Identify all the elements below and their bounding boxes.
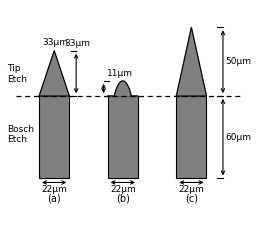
Bar xyxy=(176,96,206,178)
Text: 22μm: 22μm xyxy=(110,185,136,194)
Text: 22μm: 22μm xyxy=(179,185,204,194)
Text: Bosch
Etch: Bosch Etch xyxy=(8,125,35,144)
Text: 22μm: 22μm xyxy=(41,185,67,194)
Polygon shape xyxy=(39,51,69,96)
Bar xyxy=(39,96,69,178)
Text: (a): (a) xyxy=(47,194,61,203)
Text: 33μm: 33μm xyxy=(64,39,90,48)
Text: (c): (c) xyxy=(185,194,198,203)
Text: Tip
Etch: Tip Etch xyxy=(8,64,28,84)
Text: 60μm: 60μm xyxy=(226,133,252,142)
Polygon shape xyxy=(108,81,138,96)
Bar xyxy=(108,96,138,178)
Text: 33μm: 33μm xyxy=(43,38,69,47)
Text: (b): (b) xyxy=(116,194,130,203)
Text: 50μm: 50μm xyxy=(226,57,252,66)
Text: 11μm: 11μm xyxy=(107,69,133,78)
Polygon shape xyxy=(176,27,206,96)
